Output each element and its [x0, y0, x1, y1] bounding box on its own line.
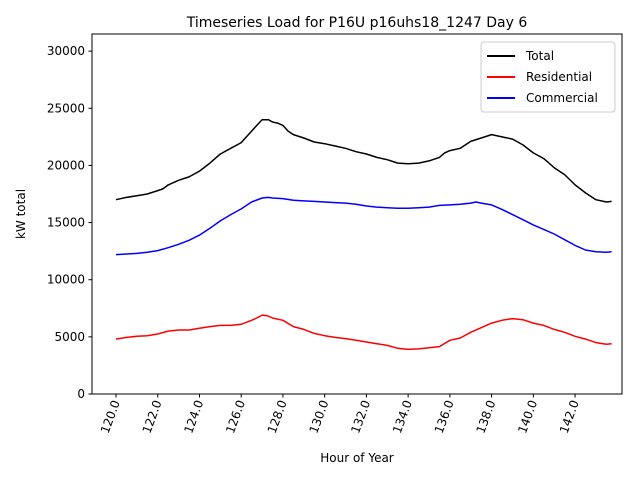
plot-lines — [115, 118, 612, 351]
legend-box — [480, 41, 616, 113]
chart-title: Timeseries Load for P16U p16uhs18_1247 D… — [186, 15, 528, 31]
series-line-residential — [115, 314, 612, 351]
legend: Total Residential Commercial — [480, 41, 616, 113]
y-tick-label: 0 — [77, 387, 85, 401]
plot-area-frame — [91, 33, 623, 395]
y-tick-label: 25000 — [47, 101, 85, 115]
legend-label-commercial: Commercial — [526, 91, 598, 105]
x-axis-label: Hour of Year — [320, 451, 394, 465]
y-tick-label: 10000 — [47, 273, 85, 287]
series-line-commercial — [115, 196, 612, 256]
legend-label-residential: Residential — [526, 70, 592, 84]
y-tick-label: 30000 — [47, 44, 85, 58]
y-axis: 0 5000 10000 15000 20000 25000 30000 — [47, 44, 92, 401]
y-tick-label: 15000 — [47, 216, 85, 230]
y-axis-label: kW total — [14, 189, 28, 239]
y-tick-label: 20000 — [47, 158, 85, 172]
series-line-total — [115, 118, 612, 203]
legend-label-total: Total — [525, 49, 554, 63]
y-tick-label: 5000 — [54, 330, 85, 344]
